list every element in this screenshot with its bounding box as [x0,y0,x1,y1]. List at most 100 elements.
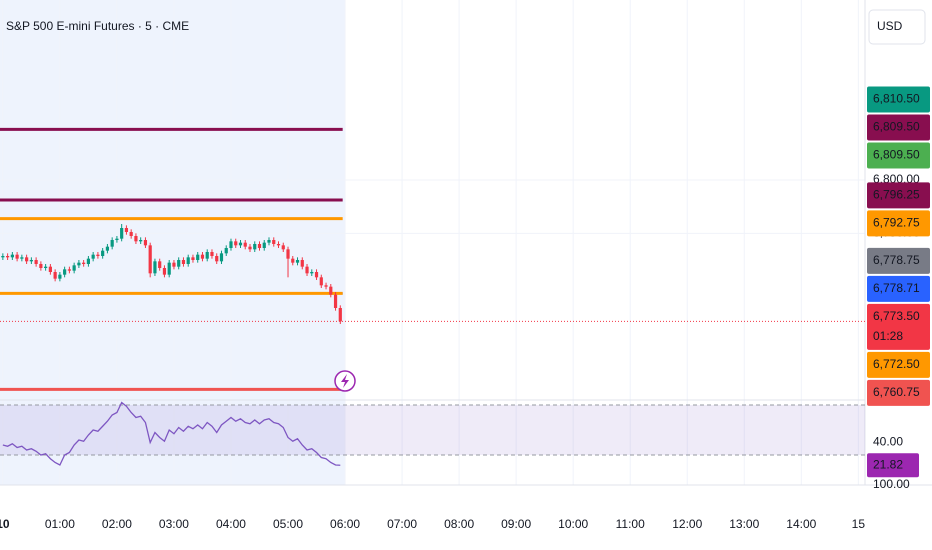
candle-body [39,264,43,268]
candle-body [34,260,38,264]
candle-body [262,242,266,248]
candle-body [153,261,157,274]
x-tick-label: 11:00 [616,517,645,531]
candle-body [15,254,19,259]
price-tag-label: 6,778.75 [873,253,920,267]
candle-body [186,257,190,264]
candle-body [58,274,62,279]
candle-body [205,252,209,259]
indicator-line [2,401,341,466]
candle-body [229,241,233,248]
candle-body [310,272,314,274]
candle-body [191,257,195,260]
price-tag-label: 6,760.75 [873,385,920,399]
candle-body [105,246,110,251]
x-tick-label: 08:00 [444,517,474,531]
price-tag [867,114,930,141]
indicator-tag [867,453,919,478]
x-tick-label: 10:00 [558,517,588,531]
candle-body [77,262,81,266]
candle-body [319,277,323,286]
price-tag [867,275,930,302]
candle-body [286,249,290,259]
candle-body [134,236,138,242]
candle-body [6,256,10,258]
candle-body [215,256,219,262]
alert-icon [334,370,356,392]
candle-body [25,257,29,262]
candle-body [29,260,33,262]
price-tag-label: 6,773.50 [873,309,920,323]
candle-body [143,240,148,246]
candle-body [338,308,342,322]
candle-body [219,253,224,262]
candle-body [253,244,257,250]
price-tag [867,210,930,237]
candle-body [115,238,119,240]
x-tick-label: 03:00 [159,517,189,531]
price-tag [867,303,930,350]
candle-body [124,228,129,232]
candle-body [44,266,48,268]
alert-icon-bolt [341,374,349,388]
x-tick-label: 01:00 [45,517,75,531]
candle-body [181,260,186,264]
currency-box[interactable] [868,9,926,45]
candle-body [162,268,167,275]
price-tag [867,182,930,209]
candle-body [295,260,300,263]
price-tag [867,247,930,274]
candle-body [86,258,91,264]
candle-body [110,240,114,247]
candle-body [257,244,262,248]
candle-body [67,269,71,271]
candle-body [324,285,328,287]
price-tag-countdown: 01:28 [873,329,903,343]
candle-body [248,246,252,250]
x-tick-label: 15 [852,517,866,531]
candle-body [82,262,86,264]
candle-body [281,245,285,250]
indicator-tag-label: 21.82 [873,457,903,471]
x-tick-label: 07:00 [387,517,417,531]
indicator-tick-label: 40.00 [873,435,903,449]
candle-body [224,248,228,254]
x-tick-label: 09:00 [501,517,531,531]
price-tags: 6,810.50 6,809.50 6,809.50 6,796.25 6,792.75… [867,86,930,406]
candle-body [238,242,243,246]
x-tick-label: 04:00 [216,517,246,531]
x-tick-label: 06:00 [330,517,360,531]
price-tag [867,86,930,113]
candle-body [314,272,319,278]
candle-body [305,266,309,274]
candle-body [272,240,276,244]
candle-body [53,272,57,279]
price-tag-label: 6,796.25 [873,188,920,202]
candle-body [291,258,295,263]
candle-body [129,232,133,236]
x-tick-label: 14:00 [786,517,816,531]
candle-body [276,244,281,246]
price-tag-label: 6,792.75 [873,216,920,230]
candle-body [48,266,52,272]
price-tag [867,351,930,378]
candle-body [177,260,181,267]
price-tag-label: 6,809.50 [873,148,920,162]
price-tag-label: 6,778.71 [873,281,920,295]
candle-body [243,242,247,247]
candle-body [300,260,304,267]
candle-body [120,228,124,239]
candle-body [72,265,76,271]
candle-body [167,262,171,275]
price-tag [867,142,930,169]
candle-body [10,254,14,258]
price-tag-label: 6,772.50 [873,357,920,371]
chart-title: S&P 500 E-mini Futures · 5 · CME [6,19,189,33]
candle-body [200,254,205,259]
price-tag-label: 6,810.50 [873,92,920,106]
x-tick-label: 13:00 [729,517,759,531]
candle-body [139,240,143,242]
x-tick-label: 05:00 [273,517,303,531]
candle-body [333,294,338,308]
